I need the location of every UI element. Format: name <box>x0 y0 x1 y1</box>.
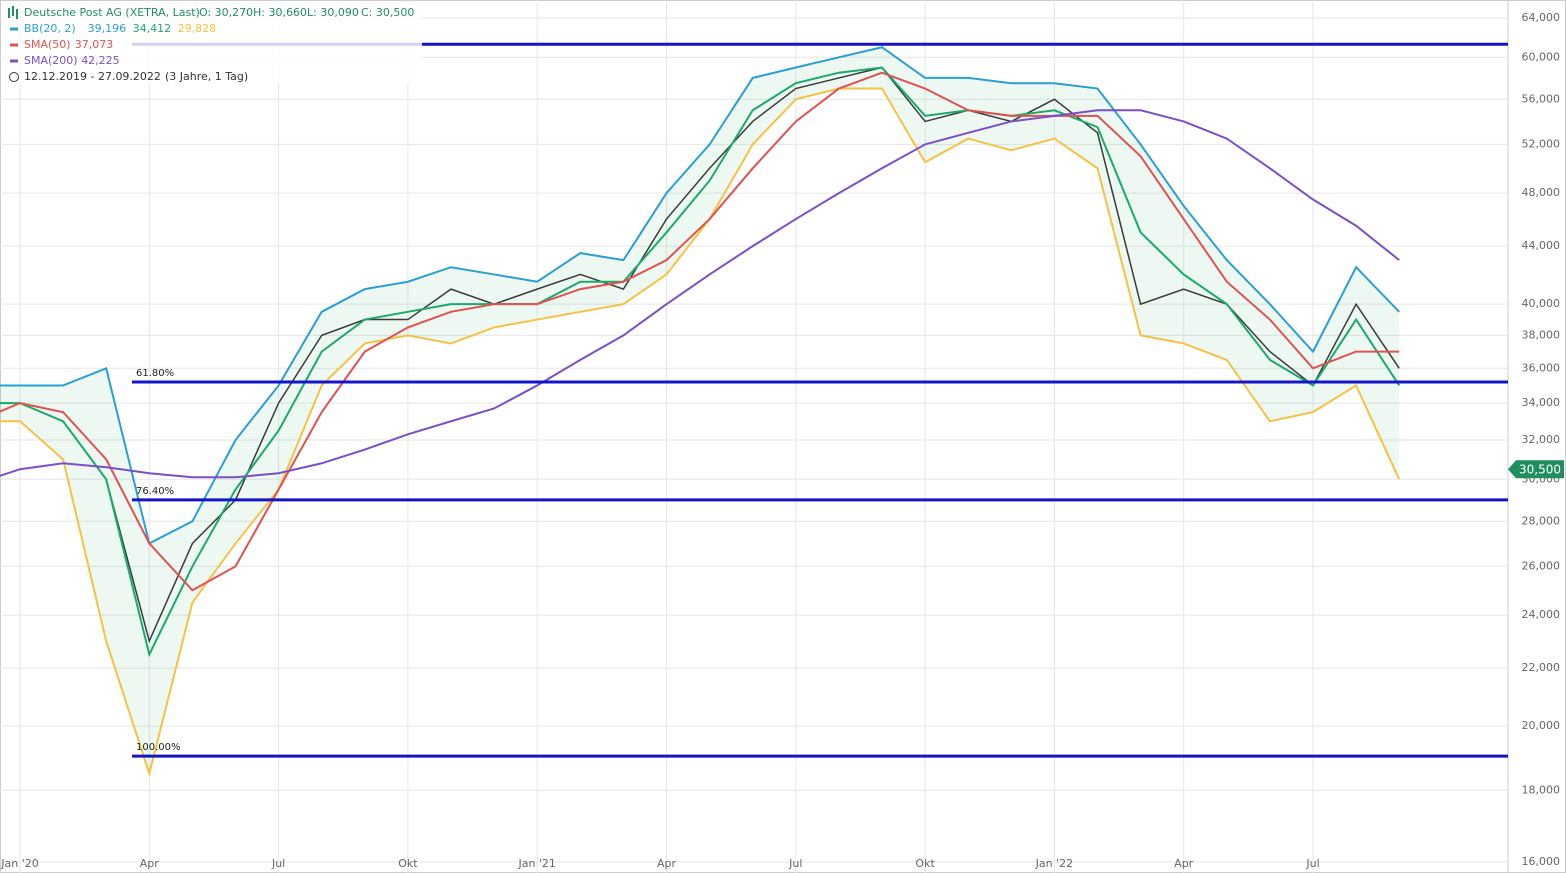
y-tick-label: 20,000 <box>1522 719 1561 732</box>
y-tick-label: 40,000 <box>1522 297 1561 310</box>
x-tick-label: Apr <box>1174 857 1194 870</box>
y-tick-label: 18,000 <box>1522 783 1561 796</box>
instrument-icon <box>8 6 18 19</box>
legend-value: 29,828 <box>178 22 217 35</box>
series-line <box>0 71 1400 592</box>
legend-value: 39,196 <box>88 22 127 35</box>
legend: Deutsche Post AG (XETRA, Last) O: 30,270 H… <box>2 2 422 84</box>
ohlc-value: H: 30,660 <box>253 6 307 19</box>
x-tick-label: Okt <box>398 857 418 870</box>
x-tick-label: Apr <box>657 857 677 870</box>
x-tick-label: Jul <box>788 857 802 870</box>
legend-value: 34,412 <box>133 22 172 35</box>
y-tick-label: 44,000 <box>1522 239 1561 252</box>
y-tick-label: 26,000 <box>1522 559 1561 572</box>
legend-value: 42,225 <box>81 54 120 67</box>
legend-name: BB(20, 2) <box>24 22 76 35</box>
y-tick-label: 60,000 <box>1522 50 1561 63</box>
legend-name: SMA(200) <box>24 54 78 67</box>
series-line <box>0 87 1401 778</box>
legend-bg <box>2 2 422 84</box>
legend-title: Deutsche Post AG (XETRA, Last) <box>24 6 200 19</box>
y-tick-label: 52,000 <box>1522 137 1561 150</box>
y-tick-label: 34,000 <box>1522 396 1561 409</box>
clock-icon <box>9 72 19 82</box>
x-tick-label: Okt <box>915 857 935 870</box>
fib-label: 61.80% <box>136 368 174 379</box>
y-tick-label: 16,000 <box>1522 855 1561 868</box>
y-tick-label: 64,000 <box>1522 11 1561 24</box>
x-tick-label: Apr <box>140 857 160 870</box>
x-tick-label: Jul <box>271 857 285 870</box>
last-price-tag <box>1508 460 1564 479</box>
series-line <box>0 66 1401 658</box>
fib-label: 100.00% <box>136 742 181 753</box>
y-tick-label: 36,000 <box>1522 361 1561 374</box>
ohlc-value: O: 30,270 <box>199 6 253 19</box>
plot <box>0 46 1401 778</box>
y-tick-label: 28,000 <box>1522 514 1561 527</box>
series-line <box>0 46 1400 545</box>
x-tick-label: Jan '22 <box>1035 857 1073 870</box>
y-tick-label: 38,000 <box>1522 328 1561 341</box>
x-tick-label: Jan '20 <box>0 857 38 870</box>
ohlc-value: L: 30,090 <box>307 6 359 19</box>
last-price-label: 30,500 <box>1519 463 1561 477</box>
x-tick-label: Jul <box>1305 857 1319 870</box>
fib-label: 76.40% <box>136 486 174 497</box>
y-tick-label: 24,000 <box>1522 608 1561 621</box>
series-line <box>0 66 1400 644</box>
y-tick-label: 48,000 <box>1522 186 1561 199</box>
grid <box>0 0 1508 873</box>
y-tick-label: 56,000 <box>1522 92 1561 105</box>
ohlc-value: C: 30,500 <box>361 6 414 19</box>
series-line <box>0 109 1400 479</box>
y-tick-label: 32,000 <box>1522 433 1561 446</box>
legend-name: SMA(50) <box>24 38 71 51</box>
y-tick-label: 22,000 <box>1522 661 1561 674</box>
x-tick-label: Jan '21 <box>517 857 555 870</box>
legend-value: 37,073 <box>75 38 114 51</box>
period: 12.12.2019 - 27.09.2022 <box>24 70 161 83</box>
period-note: (3 Jahre, 1 Tag) <box>165 70 248 83</box>
